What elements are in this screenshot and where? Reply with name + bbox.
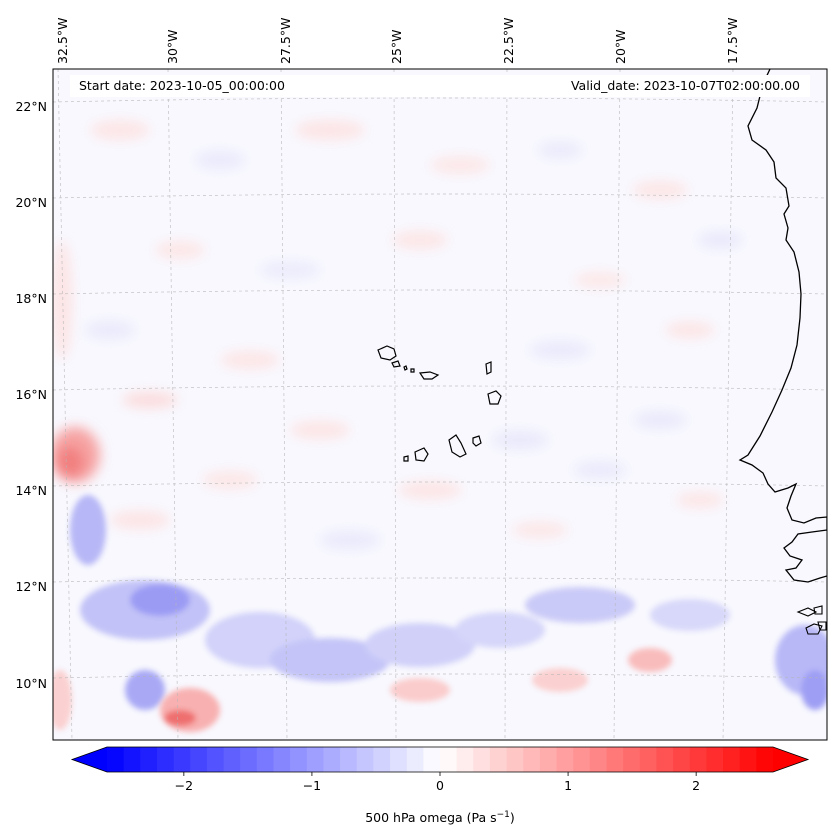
colorbar-label-text: 500 hPa omega (Pa s — [365, 810, 496, 825]
lon-label: 22.5°W — [501, 18, 516, 64]
colorbar-band — [256, 747, 275, 772]
valid-date-label: Valid_date: 2023-10-07T02:00:00.00 — [571, 78, 800, 93]
colorbar-band — [706, 747, 724, 772]
colorbar-band — [323, 747, 341, 772]
coastline — [738, 69, 827, 583]
start-date-label: Start date: 2023-10-05_00:00:00 — [79, 78, 285, 93]
colorbar-ticks: −2 −1 0 1 2 — [175, 772, 700, 793]
lon-label: 27.5°W — [278, 18, 293, 64]
colorbar-band — [290, 747, 308, 772]
latitude-labels: 22°N 20°N 18°N 16°N 14°N 12°N 10°N — [15, 99, 47, 691]
colorbar-band — [606, 747, 624, 772]
cape-verde-islands — [377, 345, 502, 462]
colorbar-band — [373, 747, 391, 772]
colorbar-band — [473, 747, 491, 772]
colorbar-band — [190, 747, 208, 772]
colorbar-bands — [107, 747, 774, 772]
colorbar-tick-label: −2 — [175, 778, 193, 793]
colorbar-band — [673, 747, 691, 772]
colorbar-band — [406, 747, 424, 772]
longitude-labels: 32.5°W 30°W 27.5°W 25°W 22.5°W 20°W 17.5… — [55, 18, 740, 64]
colorbar-band — [440, 747, 458, 772]
lon-label: 30°W — [165, 29, 180, 64]
colorbar-band — [156, 747, 175, 772]
colorbar-band — [739, 747, 757, 772]
colorbar-band — [689, 747, 707, 772]
lat-label: 20°N — [15, 195, 47, 210]
colorbar-label: 500 hPa omega (Pa s−1) — [365, 810, 515, 825]
colorbar-band — [723, 747, 741, 772]
island-sal — [485, 361, 492, 375]
map-frame — [52, 68, 828, 741]
omega-field — [53, 120, 827, 732]
island-fogo — [414, 447, 429, 462]
island-santo-antao — [377, 345, 397, 361]
lat-label: 12°N — [15, 579, 47, 594]
colorbar-band — [340, 747, 358, 772]
omega-positive-west — [53, 427, 100, 483]
lon-label: 25°W — [389, 29, 404, 64]
colorbar-band — [173, 747, 191, 772]
colorbar-band — [623, 747, 641, 772]
colorbar-band — [539, 747, 558, 772]
lat-label: 10°N — [15, 676, 47, 691]
lat-label: 14°N — [15, 483, 47, 498]
colorbar-band — [223, 747, 241, 772]
colorbar-band — [123, 747, 141, 772]
island-sao-vicente — [391, 360, 401, 368]
colorbar-outline — [70, 746, 810, 773]
colorbar-band — [656, 747, 674, 772]
island-boa-vista — [487, 390, 502, 405]
header-banner — [70, 75, 810, 97]
lon-label: 20°W — [613, 29, 628, 64]
colorbar-band — [423, 747, 441, 772]
colorbar-band — [639, 747, 658, 772]
map-panel: Start date: 2023-10-05_00:00:00 Valid_da… — [52, 68, 828, 741]
colorbar-band — [240, 747, 258, 772]
lon-label: 17.5°W — [725, 18, 740, 64]
colorbar-label-sup: −1 — [497, 810, 510, 820]
island-brava — [403, 455, 409, 462]
colorbar-band — [456, 747, 474, 772]
colorbar-band — [589, 747, 608, 772]
colorbar-band — [206, 747, 225, 772]
lat-label: 22°N — [15, 99, 47, 114]
colorbar-tick-label: −1 — [303, 778, 321, 793]
colorbar-tick-label: 1 — [564, 778, 572, 793]
colorbar-band — [506, 747, 524, 772]
colorbar-tick-label: 0 — [436, 778, 444, 793]
colorbar-band — [556, 747, 574, 772]
colorbar-label-close: ) — [510, 810, 515, 825]
omega-weak-patches — [53, 120, 742, 549]
lon-label: 32.5°W — [55, 18, 70, 64]
colorbar-extend-low — [72, 747, 107, 772]
colorbar-extend-high — [773, 747, 808, 772]
colorbar-band — [756, 747, 774, 772]
island-sao-nicolau — [418, 371, 440, 380]
colorbar-band — [356, 747, 374, 772]
colorbar-band — [107, 747, 125, 772]
colorbar-band — [273, 747, 291, 772]
omega-negative-band — [70, 495, 827, 710]
coast-islands-south — [796, 605, 827, 635]
lat-label: 18°N — [15, 291, 47, 306]
colorbar-band — [140, 747, 158, 772]
graticule — [53, 69, 827, 740]
island-santiago — [448, 434, 467, 458]
colorbar-band — [306, 747, 325, 772]
lat-label: 16°N — [15, 387, 47, 402]
colorbar-band — [390, 747, 408, 772]
colorbar-band — [489, 747, 508, 772]
island-maio — [472, 435, 482, 447]
colorbar-band — [523, 747, 541, 772]
colorbar-band — [573, 747, 591, 772]
colorbar: −2 −1 0 1 2 500 hPa omega (Pa s−1) — [70, 746, 810, 825]
colorbar-tick-label: 2 — [692, 778, 700, 793]
